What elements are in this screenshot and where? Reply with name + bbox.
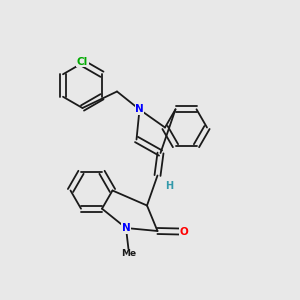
Text: Me: Me — [122, 249, 136, 258]
Text: H: H — [165, 181, 174, 191]
Text: Cl: Cl — [77, 56, 88, 67]
Text: O: O — [179, 226, 188, 237]
Text: Cl: Cl — [77, 56, 88, 67]
Text: N: N — [122, 223, 130, 233]
Text: N: N — [135, 104, 144, 115]
